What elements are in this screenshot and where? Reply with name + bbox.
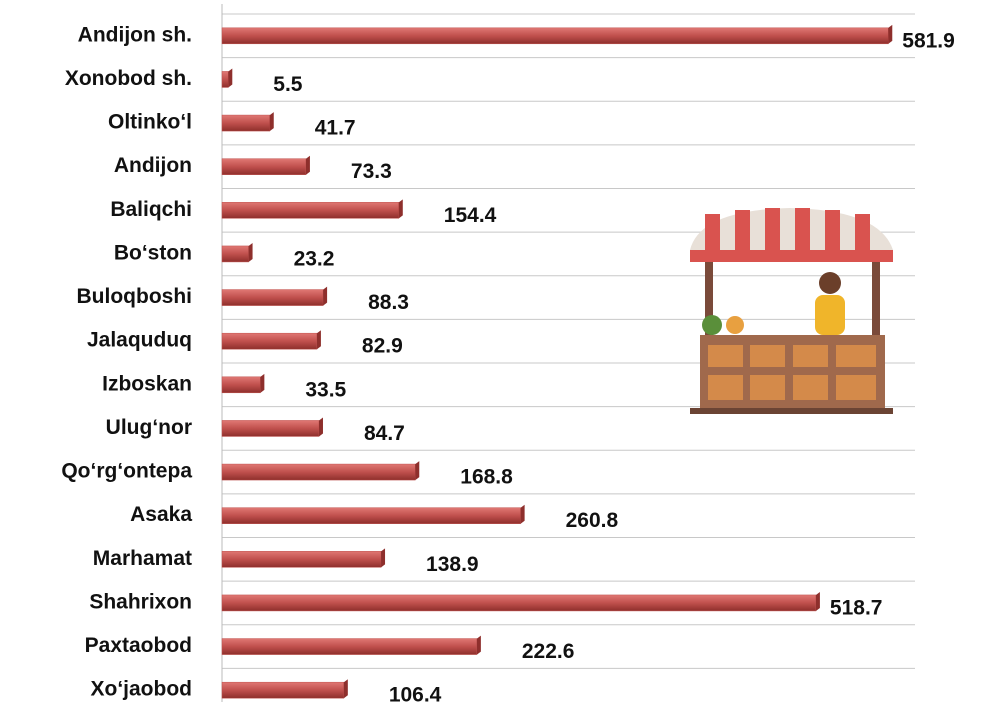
bar — [221, 638, 478, 655]
y-tick-label: Izboskan — [102, 372, 192, 395]
value-label: 5.5 — [273, 73, 303, 96]
bar — [221, 202, 400, 219]
y-tick-label: Shahrixon — [89, 590, 192, 613]
value-label: 260.8 — [566, 509, 619, 532]
value-label: 106.4 — [389, 684, 442, 702]
bar-end — [248, 242, 253, 262]
value-label: 41.7 — [315, 117, 356, 140]
value-label: 518.7 — [830, 596, 883, 619]
value-label: 33.5 — [305, 378, 346, 401]
bar-end — [318, 417, 323, 437]
value-label: 23.2 — [294, 247, 335, 270]
bar — [221, 71, 229, 88]
y-tick-label: Xonobod sh. — [65, 67, 192, 90]
y-tick-label: Andijon sh. — [78, 23, 192, 46]
value-label: 154.4 — [444, 204, 497, 227]
bar-end — [228, 68, 233, 88]
bar-end — [398, 199, 403, 219]
bar — [221, 551, 382, 568]
value-label: 88.3 — [368, 291, 409, 314]
y-tick-label: Ulug‘nor — [106, 416, 192, 439]
bar-end — [323, 286, 328, 306]
y-tick-label: Qo‘rg‘ontepa — [61, 460, 192, 483]
market-illustration — [690, 208, 893, 414]
bar — [221, 594, 817, 612]
bar — [221, 245, 249, 263]
bar-end — [415, 461, 420, 481]
value-label: 222.6 — [522, 640, 575, 663]
y-tick-label: Asaka — [130, 503, 192, 526]
value-label: 84.7 — [364, 422, 405, 445]
bar — [221, 332, 318, 350]
y-tick-label: Bo‘ston — [114, 241, 192, 264]
y-tick-label: Buloqboshi — [77, 285, 192, 308]
bar-end — [888, 24, 893, 44]
y-tick-label: Paxtaobod — [85, 634, 192, 657]
y-tick-label: Xo‘jaobod — [91, 678, 193, 701]
bar — [221, 158, 307, 175]
bar — [221, 420, 320, 437]
value-label: 73.3 — [351, 160, 392, 183]
y-tick-label: Marhamat — [93, 547, 192, 570]
value-label: 581.9 — [902, 29, 955, 52]
y-tick-label: Jalaquduq — [87, 329, 192, 352]
bar-end — [260, 373, 265, 393]
bar — [221, 463, 416, 481]
bar — [221, 507, 521, 524]
y-tick-label: Andijon — [114, 154, 192, 177]
bar-end — [305, 155, 310, 175]
bar — [221, 681, 345, 699]
bar-end — [316, 330, 321, 350]
value-label: 168.8 — [460, 466, 513, 489]
bar-end — [381, 548, 386, 568]
bar-end — [815, 591, 820, 611]
bar — [221, 376, 261, 394]
bar-end — [476, 635, 481, 655]
value-label: 138.9 — [426, 553, 479, 576]
y-tick-label: Oltinko‘l — [108, 111, 192, 134]
bar-end — [269, 112, 274, 132]
y-tick-label: Baliqchi — [110, 198, 192, 221]
bar — [221, 27, 889, 45]
bar-end — [343, 679, 348, 699]
bar — [221, 114, 270, 132]
bar — [221, 289, 324, 306]
bar-end — [520, 504, 525, 524]
value-label: 82.9 — [362, 335, 403, 358]
